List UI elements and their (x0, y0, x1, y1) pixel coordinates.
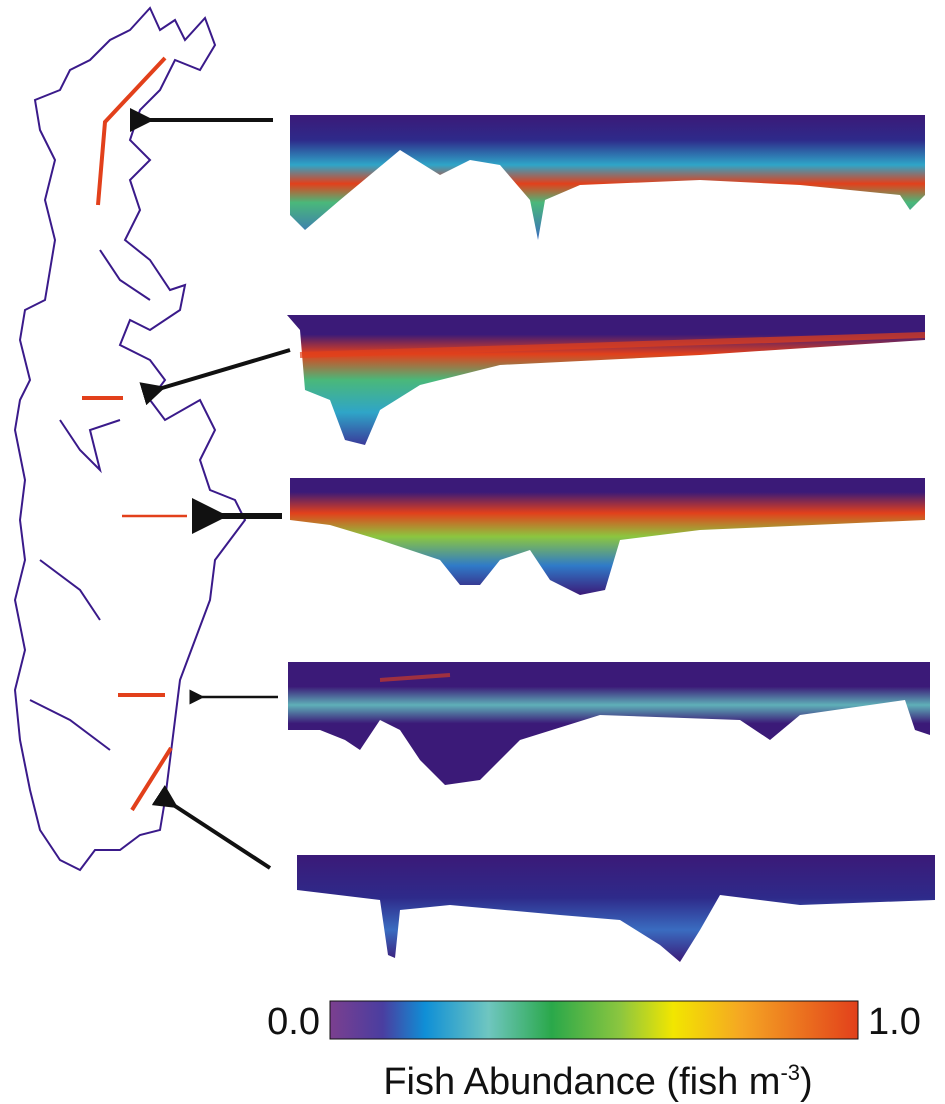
echogram (297, 855, 935, 962)
echogram-band (299, 332, 926, 358)
map-outline (13, 6, 247, 872)
echogram (287, 315, 925, 445)
echogram-band (379, 673, 451, 682)
echogram (290, 478, 925, 595)
echogram (288, 662, 930, 785)
colorbar-max: 1.0 (868, 1001, 921, 1043)
colorbar-label: Fish Abundance (fish m-3) (383, 1060, 812, 1103)
map-inlet (29, 249, 151, 751)
label-text: Fish Abundance (fish m (383, 1061, 780, 1103)
label-superscript: -3 (780, 1060, 800, 1085)
transects (82, 56, 187, 812)
colorbar (329, 1000, 859, 1040)
arrows (130, 108, 291, 870)
label-end: ) (800, 1061, 813, 1103)
colorbar-min: 0.0 (267, 1001, 320, 1043)
echogram (290, 115, 925, 240)
